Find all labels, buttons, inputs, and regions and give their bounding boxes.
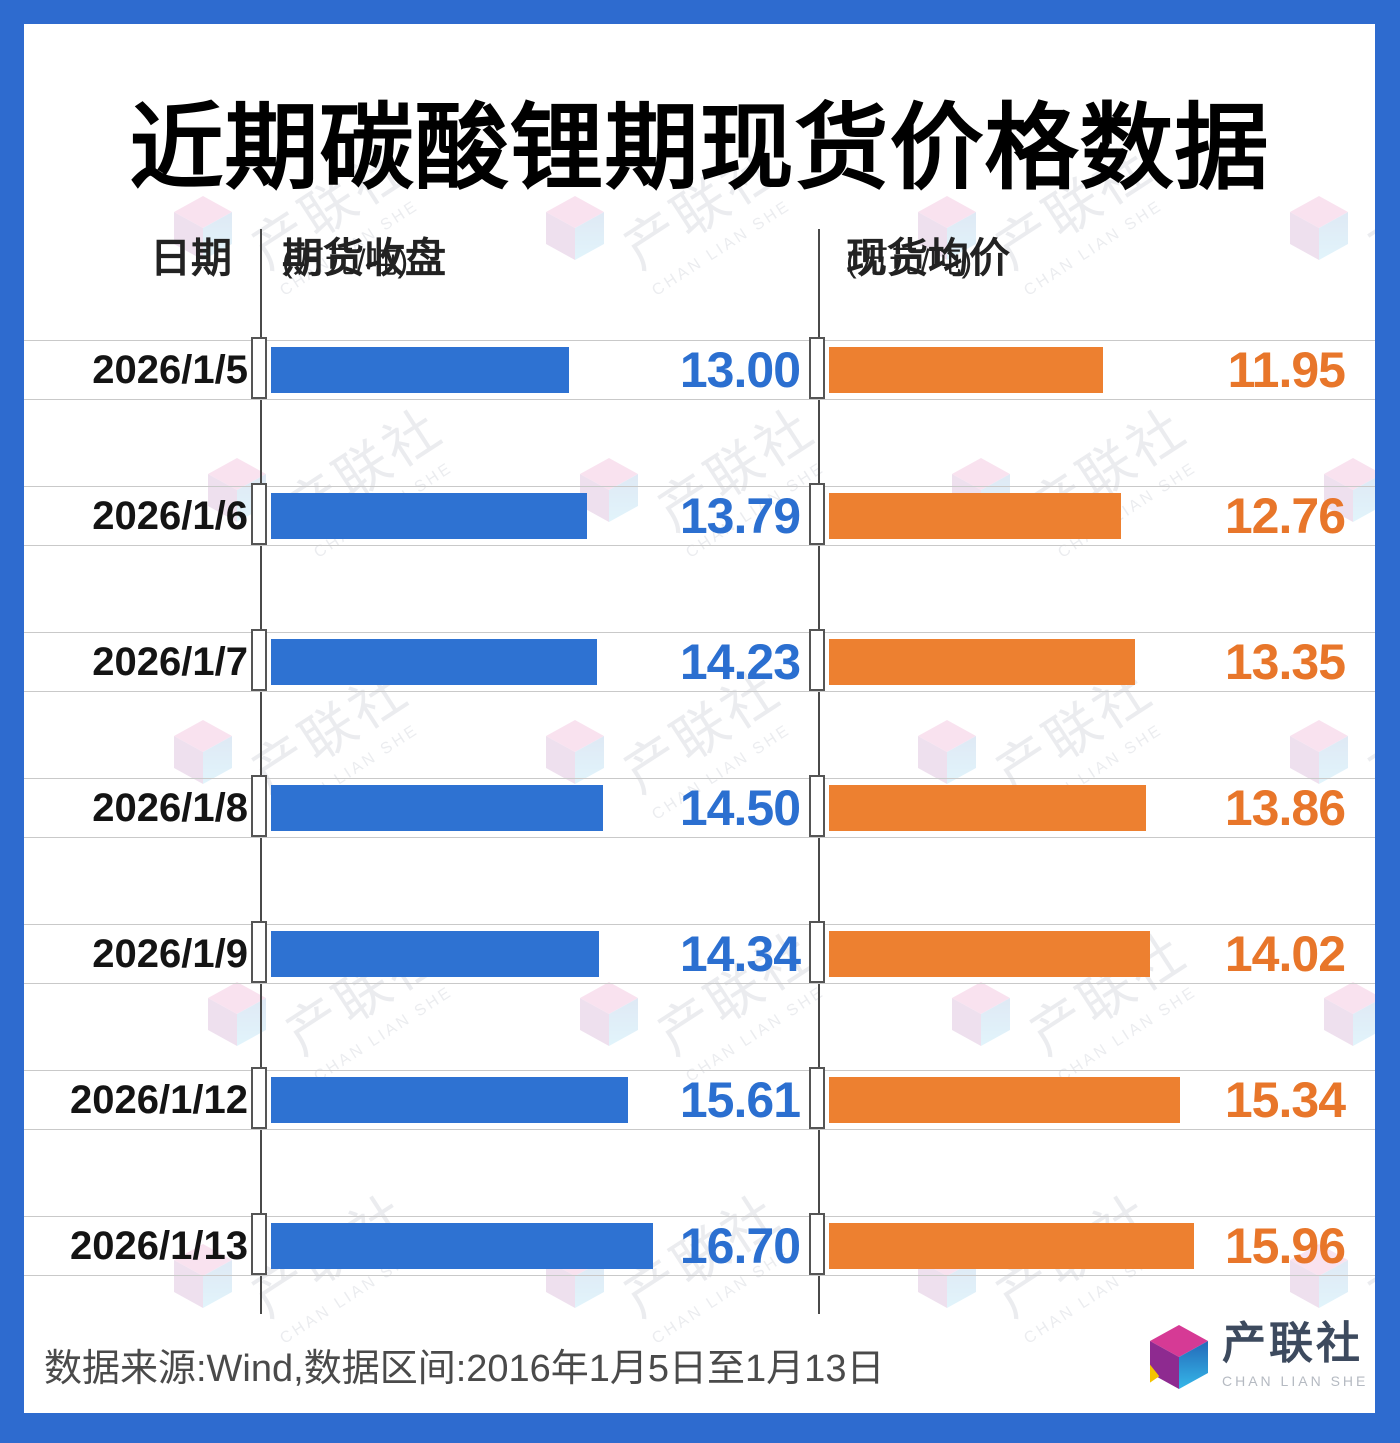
futures-value: 14.50 <box>679 780 801 836</box>
row-band <box>24 778 1375 838</box>
brand-text: 产联社 CHAN LIAN SHE <box>1222 1319 1368 1389</box>
futures-axis-handle <box>251 1213 267 1275</box>
spot-value: 13.35 <box>1224 634 1346 690</box>
date-label: 2026/1/7 <box>92 640 248 684</box>
futures-bar <box>271 785 603 831</box>
cube-yellow-accent <box>1150 1364 1160 1383</box>
spot-bar <box>829 347 1103 393</box>
spot-bar <box>829 639 1135 685</box>
row-band <box>24 1070 1375 1130</box>
futures-value: 15.61 <box>679 1072 801 1128</box>
row-band <box>24 1216 1375 1276</box>
date-label: 2026/1/9 <box>92 932 248 976</box>
spot-bar <box>829 1077 1180 1123</box>
brand-subtitle: CHAN LIAN SHE <box>1222 1373 1369 1389</box>
date-label: 2026/1/12 <box>70 1078 248 1122</box>
spot-axis-handle <box>809 337 825 399</box>
futures-axis-handle <box>251 337 267 399</box>
column-header-date: 日期 <box>150 235 232 281</box>
date-label: 2026/1/5 <box>92 348 248 392</box>
brand-logo: 产联社 CHAN LIAN SHE <box>1150 1319 1368 1389</box>
futures-unit-label: (万元/吨) <box>282 243 409 279</box>
spot-value: 15.96 <box>1224 1218 1346 1274</box>
spot-bar <box>829 1223 1194 1269</box>
futures-value: 13.79 <box>679 488 801 544</box>
spot-value: 11.95 <box>1227 342 1346 398</box>
futures-axis-handle <box>251 921 267 983</box>
spot-axis-handle <box>809 629 825 691</box>
futures-value: 13.00 <box>679 342 801 398</box>
futures-bar <box>271 493 587 539</box>
futures-header-label: 期货收盘 <box>282 235 446 281</box>
chart-rows: 2026/1/5 13.00 11.95 2026/1/6 13.79 12.76 2026… <box>24 24 1375 1413</box>
futures-bar <box>271 639 597 685</box>
futures-bar <box>271 931 599 977</box>
futures-axis-handle <box>251 1067 267 1129</box>
spot-value: 14.02 <box>1224 926 1346 982</box>
footer: 数据来源:Wind,数据区间:2016年1月5日至1月13日 产联社 CHAN … <box>24 1313 1375 1413</box>
spot-axis-handle <box>809 1213 825 1275</box>
spot-header-label: 现货均价 <box>846 235 1010 281</box>
futures-value: 14.34 <box>679 926 801 982</box>
futures-bar <box>271 1077 628 1123</box>
futures-value: 16.70 <box>679 1218 801 1274</box>
spot-value: 13.86 <box>1224 780 1346 836</box>
row-band <box>24 340 1375 400</box>
date-label: 2026/1/6 <box>92 494 248 538</box>
futures-axis-line <box>260 229 262 1314</box>
spot-bar <box>829 931 1150 977</box>
spot-axis-handle <box>809 483 825 545</box>
column-header-futures: 期货收盘 (万元/吨) <box>282 232 446 284</box>
column-headers: 日期 期货收盘 (万元/吨) 现货均价 (万元/吨) <box>24 232 1375 284</box>
spot-value: 12.76 <box>1224 488 1346 544</box>
spot-unit-label: (万元/吨) <box>846 243 973 279</box>
data-source-note: 数据来源:Wind,数据区间:2016年1月5日至1月13日 <box>44 1348 885 1390</box>
spot-axis-handle <box>809 921 825 983</box>
page-title: 近期碳酸锂期现货价格数据 <box>129 95 1270 200</box>
spot-axis-handle <box>809 1067 825 1129</box>
spot-bar <box>829 785 1146 831</box>
row-band <box>24 486 1375 546</box>
spot-axis-line <box>818 229 820 1314</box>
futures-bar <box>271 347 569 393</box>
futures-axis-handle <box>251 483 267 545</box>
date-label: 2026/1/8 <box>92 786 248 830</box>
spot-bar <box>829 493 1121 539</box>
spot-value: 15.34 <box>1224 1072 1346 1128</box>
row-band <box>24 924 1375 984</box>
futures-axis-handle <box>251 775 267 837</box>
brand-cube-icon <box>1150 1325 1208 1389</box>
infographic-canvas: 产联社 CHAN LIAN SHE 产联社 CHAN LIAN SHE 产联社 CHAN … <box>24 24 1375 1413</box>
date-label: 2026/1/13 <box>70 1224 248 1268</box>
futures-axis-handle <box>251 629 267 691</box>
futures-bar <box>271 1223 653 1269</box>
spot-axis-handle <box>809 775 825 837</box>
row-band <box>24 632 1375 692</box>
column-header-spot: 现货均价 (万元/吨) <box>846 232 1010 284</box>
brand-name: 产联社 <box>1222 1319 1363 1368</box>
futures-value: 14.23 <box>679 634 801 690</box>
